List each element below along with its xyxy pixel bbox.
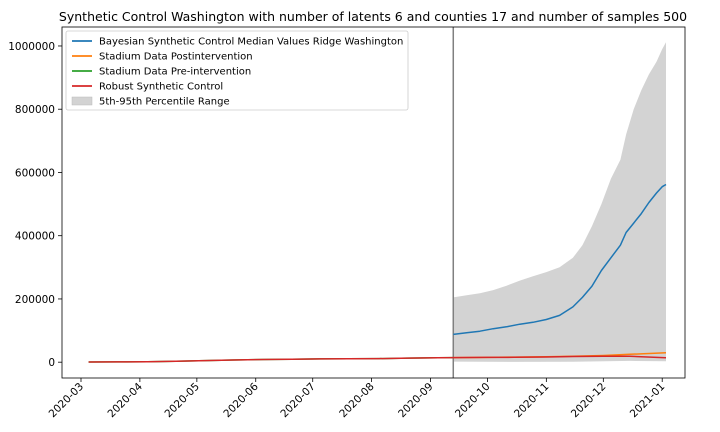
- y-tick-label-1: 200000: [15, 294, 55, 306]
- legend: Bayesian Synthetic Control Median Values…: [65, 30, 409, 111]
- x-tick-label-1: 2020-04: [105, 380, 145, 420]
- x-tick-label-6: 2020-09: [396, 381, 436, 421]
- legend-swatch-band: [71, 96, 93, 106]
- x-tick-label-9: 2020-12: [569, 381, 609, 421]
- x-tick-label-8: 2020-11: [512, 381, 552, 421]
- y-tick-label-2: 400000: [15, 231, 55, 243]
- x-axis: 2020-03 2020-04 2020-05 2020-06 2020-07 2020-…: [47, 378, 668, 421]
- series-line-0: [453, 183, 667, 336]
- x-tick-label-2: 2020-05: [162, 381, 202, 421]
- x-tick-label-3: 2020-06: [221, 380, 261, 420]
- legend-label-1: Stadium Data Postintervention: [99, 52, 253, 63]
- x-tick-label-7: 2020-10: [453, 381, 493, 421]
- legend-label-0: Bayesian Synthetic Control Median Values…: [99, 37, 403, 48]
- plot-area: [61, 26, 686, 379]
- percentile-band: [453, 42, 666, 362]
- y-tick-label-4: 800000: [15, 104, 55, 116]
- y-tick-label-5: 1000000: [8, 41, 55, 53]
- x-tick-label-10: 2021-01: [628, 381, 668, 421]
- y-tick-label-0: 0: [48, 357, 55, 369]
- x-tick-label-5: 2020-08: [337, 381, 377, 421]
- y-axis: 0 200000 400000 600000 800000 1000000: [8, 41, 62, 369]
- x-tick-label-4: 2020-07: [278, 381, 318, 421]
- legend-label-3: Robust Synthetic Control: [99, 82, 223, 93]
- legend-box: [65, 30, 409, 111]
- plot-frame: [61, 26, 686, 379]
- legend-label-2: Stadium Data Pre-intervention: [99, 67, 251, 78]
- x-tick-label-0: 2020-03: [47, 381, 87, 421]
- y-tick-label-3: 600000: [15, 167, 55, 179]
- series-line-3: [88, 355, 667, 363]
- chart-title: Synthetic Control Washington with number…: [59, 9, 687, 24]
- legend-label-band: 5th-95th Percentile Range: [99, 97, 230, 108]
